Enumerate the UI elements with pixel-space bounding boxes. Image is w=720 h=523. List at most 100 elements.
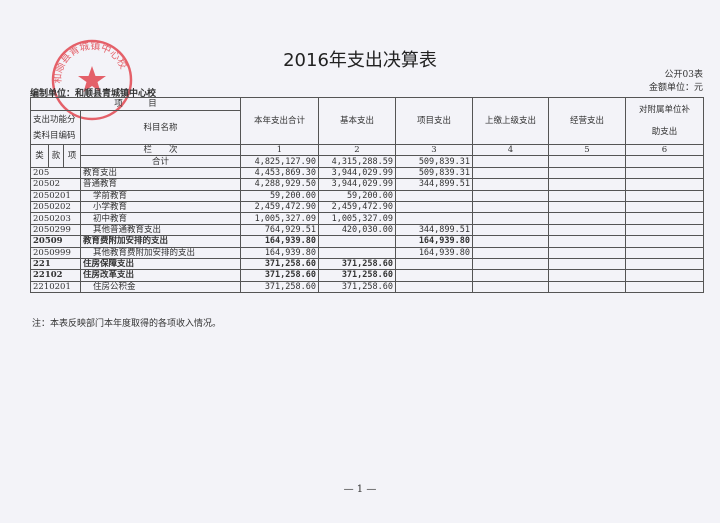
xiang-header: 项: [63, 144, 81, 168]
amount-unit: 金额单位：元: [648, 83, 703, 93]
row-value: 420,030.00: [318, 223, 396, 237]
row-value: [548, 166, 626, 180]
row-value: 344,899.51: [395, 178, 473, 191]
row-code: 2210201: [30, 280, 81, 294]
row-value: 371,258.60: [240, 269, 319, 282]
table-row: 205 教育支出 4,453,869.30 3,944,029.99 509,839.3…: [30, 166, 704, 180]
col-header-3: 项目支出: [395, 97, 473, 145]
row-value: [548, 178, 626, 191]
row-value: [472, 166, 549, 180]
row-name: 教育支出: [80, 166, 241, 180]
row-value: 509,839.31: [395, 166, 473, 180]
lei-header: 类: [30, 144, 49, 168]
row-value: [472, 178, 549, 191]
lanci-label: 栏 次: [80, 143, 241, 157]
row-value: [395, 257, 473, 271]
row-value: [318, 246, 396, 259]
row-code: 221: [30, 257, 81, 271]
row-value: 164,939.80: [395, 235, 473, 248]
row-value: [625, 200, 704, 214]
row-value: [625, 257, 704, 271]
row-value: [548, 246, 626, 259]
row-value: [548, 257, 626, 271]
col-num: 3: [395, 143, 473, 157]
row-value: [625, 280, 704, 294]
row-value: 1,005,327.09: [240, 212, 319, 225]
col-num: 1: [240, 143, 319, 157]
row-name: 住房改革支出: [80, 269, 241, 282]
row-value: [472, 235, 549, 248]
row-value: 164,939.80: [240, 235, 319, 248]
row-code: 2050201: [30, 189, 81, 202]
row-value: [625, 166, 704, 180]
row-value: [472, 269, 549, 282]
row-code: 2050299: [30, 223, 81, 237]
row-value: [395, 200, 473, 214]
table-row: 2050202 小学教育 2,459,472.90 2,459,472.90: [30, 200, 704, 214]
organization: 编制单位：和顺县青城镇中心校: [30, 89, 157, 99]
row-value: 764,929.51: [240, 223, 319, 237]
row-value: [472, 200, 549, 214]
row-value: [625, 235, 704, 248]
expenditure-table: 项 目 本年支出合计 基本支出 项目支出 上缴上级支出 经营支出 对附属单位补助…: [30, 97, 704, 294]
row-value: [472, 223, 549, 237]
row-value: [548, 280, 626, 294]
row-code: 20509: [30, 235, 81, 248]
row-name: 其他教育费附加安排的支出: [80, 246, 241, 259]
row-value: 2,459,472.90: [318, 200, 396, 214]
code-header: 支出功能分类科目编码: [30, 110, 81, 145]
col-num: 6: [625, 143, 704, 157]
row-value: [395, 189, 473, 202]
item-header: 项 目: [30, 97, 241, 111]
kuan-header: 款: [48, 144, 64, 168]
table-row: 22102 住房改革支出 371,258.60 371,258.60: [30, 269, 704, 282]
row-value: [472, 280, 549, 294]
page-number: — 1 —: [343, 484, 377, 495]
row-value: 59,200.00: [240, 189, 319, 202]
table-row: 20509 教育费附加安排的支出 164,939.80 164,939.80: [30, 235, 704, 248]
page-title: 2016年支出决算表: [283, 50, 437, 71]
row-code: 2050203: [30, 212, 81, 225]
table-row: 2050999 其他教育费附加安排的支出 164,939.80 164,939.80: [30, 246, 704, 259]
row-value: 3,944,029.99: [318, 166, 396, 180]
row-value: [395, 269, 473, 282]
row-value: 4,288,929.50: [240, 178, 319, 191]
row-value: 371,258.60: [240, 257, 319, 271]
row-code: 2050202: [30, 200, 81, 214]
col-num: 2: [318, 143, 396, 157]
row-value: [472, 212, 549, 225]
row-value: 371,258.60: [318, 280, 396, 294]
table-row: 2210201 住房公积金 371,258.60 371,258.60: [30, 280, 704, 294]
col-header-6: 对附属单位补助支出: [625, 97, 704, 145]
row-value: [625, 269, 704, 282]
row-value: [472, 257, 549, 271]
total-label: 合计: [80, 155, 241, 168]
row-value: 371,258.60: [318, 257, 396, 271]
row-value: 1,005,327.09: [318, 212, 396, 225]
row-value: 3,944,029.99: [318, 178, 396, 191]
row-value: [625, 189, 704, 202]
row-name: 初中教育: [80, 212, 241, 225]
total-value: 4,825,127.90: [240, 155, 319, 168]
row-code: 2050999: [30, 246, 81, 259]
row-code: 205: [30, 166, 81, 180]
row-name: 普通教育: [80, 178, 241, 191]
row-value: 344,899.51: [395, 223, 473, 237]
row-name: 住房保障支出: [80, 257, 241, 271]
total-value: 4,315,288.59: [318, 155, 396, 168]
row-value: 371,258.60: [318, 269, 396, 282]
col-header-4: 上缴上级支出: [472, 97, 549, 145]
row-value: [318, 235, 396, 248]
row-value: [472, 189, 549, 202]
row-name: 学前教育: [80, 189, 241, 202]
row-code: 20502: [30, 178, 81, 191]
row-value: 164,939.80: [240, 246, 319, 259]
total-value: 509,839.31: [395, 155, 473, 168]
row-code: 22102: [30, 269, 81, 282]
row-value: [548, 223, 626, 237]
row-value: 371,258.60: [240, 280, 319, 294]
col-header-1: 本年支出合计: [240, 97, 319, 145]
table-row: 2050201 学前教育 59,200.00 59,200.00: [30, 189, 704, 202]
row-value: [625, 223, 704, 237]
row-value: 164,939.80: [395, 246, 473, 259]
